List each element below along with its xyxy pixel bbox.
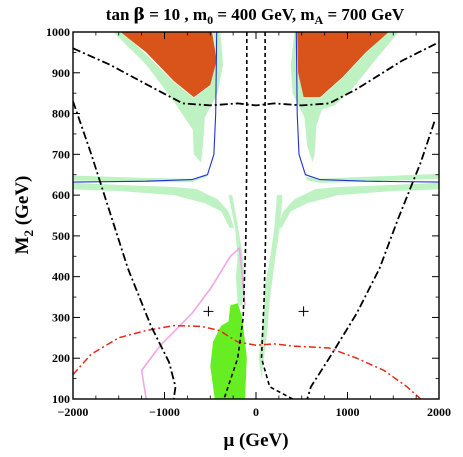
x-axis: −2000 −1000 0 1000 2000 — [58, 32, 451, 419]
y-tick-label: 700 — [52, 147, 70, 161]
y-tick-label: 900 — [52, 66, 70, 80]
y-tick-label: 200 — [52, 351, 70, 365]
x-tick-label: −1000 — [149, 405, 180, 419]
line-blue-left — [73, 32, 218, 183]
region-green-upper-left — [113, 32, 224, 163]
x-tick-label: 0 — [253, 405, 259, 419]
contour-lines — [73, 32, 439, 399]
line-pink — [140, 247, 246, 399]
region-orange-left — [120, 32, 217, 98]
y-tick-label: 400 — [52, 270, 70, 284]
x-tick-label: 1000 — [336, 405, 360, 419]
plot-frame — [72, 31, 440, 400]
point-markers — [203, 306, 309, 317]
region-bright-green — [210, 303, 247, 399]
line-red-higgs — [73, 324, 422, 399]
region-green-horiz-right — [277, 182, 439, 228]
region-orange-right — [297, 32, 389, 98]
line-blue-right — [295, 32, 439, 183]
plus-marker-right — [298, 306, 309, 317]
region-green-center-right — [258, 195, 283, 379]
line-dashed-right — [260, 32, 293, 399]
line-dashdot-top — [73, 41, 439, 107]
region-green-horiz-left — [73, 182, 234, 228]
y-tick-label: 500 — [52, 229, 70, 243]
contour-regions — [73, 32, 439, 399]
y-tick-label: 300 — [52, 310, 70, 324]
y-tick-label: 600 — [52, 188, 70, 202]
line-dashdot-right — [306, 121, 436, 399]
y-tick-label: 800 — [52, 107, 70, 121]
plus-marker-left — [203, 306, 214, 317]
y-tick-label: 1000 — [46, 25, 70, 39]
x-axis-label: μ (GeV) — [223, 430, 288, 451]
y-tick-label: 100 — [52, 392, 70, 406]
chart-title: tan β = 10 , m0 = 400 GeV, mA = 700 GeV — [106, 5, 405, 27]
x-tick-label: 2000 — [427, 405, 451, 419]
y-axis-label: M2 (GeV) — [12, 176, 36, 255]
y-axis: 100 200 300 400 500 600 700 800 900 1000 — [46, 25, 439, 406]
region-green-center-upper — [228, 195, 245, 306]
x-tick-label: −2000 — [58, 405, 89, 419]
line-dashed-left — [223, 32, 248, 399]
line-dashdot-left — [73, 101, 177, 399]
